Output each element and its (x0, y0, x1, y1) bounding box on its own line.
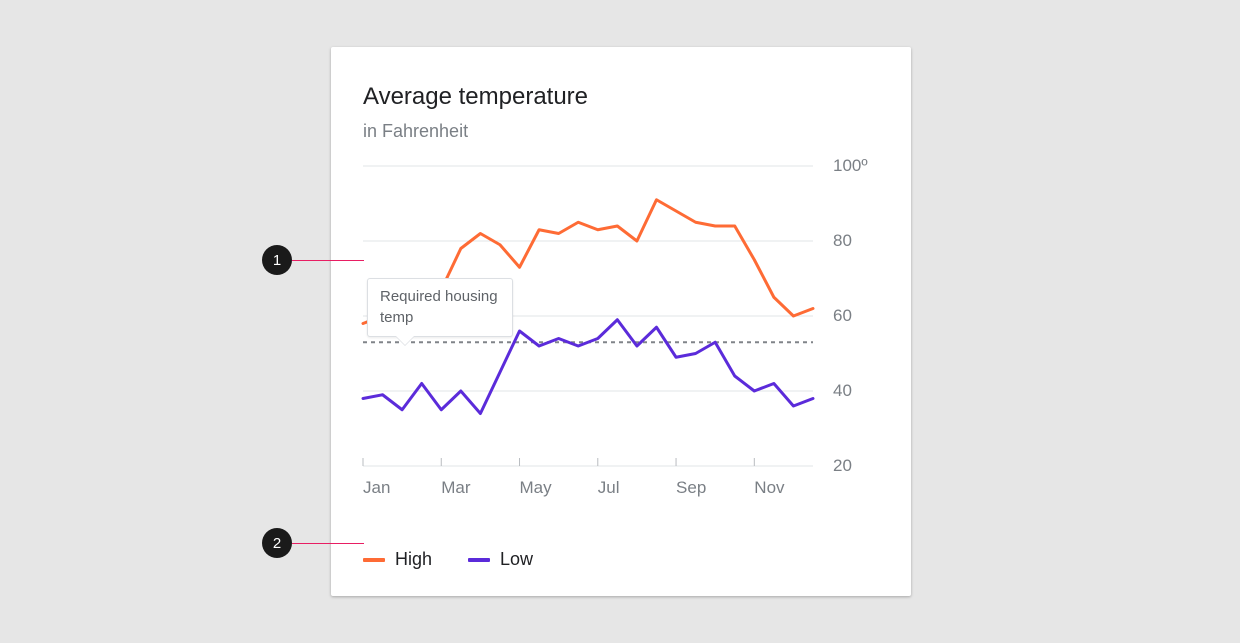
y-axis-label: 60 (833, 306, 852, 326)
callout-badge-1: 1 (262, 245, 292, 275)
legend-swatch (363, 558, 385, 562)
tooltip-text: Required housing temp (380, 288, 498, 325)
legend-swatch (468, 558, 490, 562)
card-inner: Average temperature in Fahrenheit 100º 80… (331, 47, 911, 596)
legend-item-high: High (363, 549, 432, 570)
callout-badge-2: 2 (262, 528, 292, 558)
card-title: Average temperature (363, 83, 879, 111)
y-axis-label: 80 (833, 231, 852, 251)
y-axis-label: 20 (833, 456, 852, 476)
callout-line-1 (292, 260, 364, 261)
legend-label: Low (500, 549, 533, 570)
legend: High Low (363, 549, 533, 570)
reference-tooltip: Required housing temp (367, 278, 513, 337)
card-subtitle: in Fahrenheit (363, 121, 879, 142)
callout-line-2 (292, 543, 364, 544)
y-axis-label: 100º (833, 156, 868, 176)
legend-label: High (395, 549, 432, 570)
x-axis-label: Mar (441, 478, 470, 498)
x-axis-labels: Jan Mar May Jul Sep Nov (363, 478, 813, 502)
callout-number: 2 (273, 535, 281, 552)
legend-item-low: Low (468, 549, 533, 570)
x-axis-label: Jan (363, 478, 390, 498)
x-axis-label: Nov (754, 478, 784, 498)
chart-card: Average temperature in Fahrenheit 100º 80… (331, 47, 911, 596)
x-axis-label: Sep (676, 478, 706, 498)
x-axis-label: May (520, 478, 552, 498)
chart-area: 100º80604020 JanMarMayJulSepNov Required… (363, 166, 879, 466)
y-axis-label: 40 (833, 381, 852, 401)
x-axis-label: Jul (598, 478, 620, 498)
callout-number: 1 (273, 252, 281, 269)
